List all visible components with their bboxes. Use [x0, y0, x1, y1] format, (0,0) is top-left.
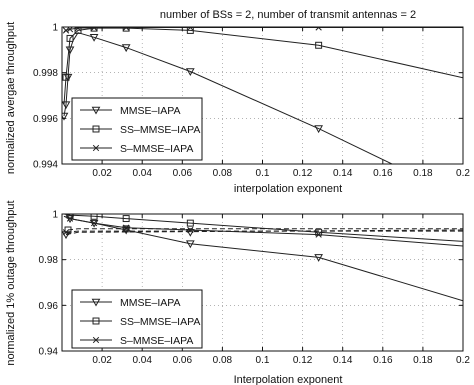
grid-bottom [62, 214, 463, 351]
x-tick-label: 0.06 [173, 355, 193, 366]
y-tick-label: 0.98 [39, 255, 59, 266]
ticks-top: 0.02 0.04 0.06 0.08 0.1 0.12 0.14 0.16 0.18 0.2 0.… [33, 23, 470, 180]
x-tick-label: 0.02 [92, 355, 112, 366]
series-triangle-point [65, 46, 75, 55]
legend-marker-square [92, 125, 100, 133]
series-x-point [62, 27, 70, 34]
series-x-point [123, 224, 130, 231]
y-axis-label-bottom: normalized 1% outage throughput [5, 200, 17, 365]
x-tick-label: 0.12 [293, 168, 313, 179]
series-triangle-point [185, 240, 195, 249]
x-tick-label: 0.1 [256, 168, 270, 179]
y-tick-label: 0.94 [39, 347, 59, 358]
panel-bottom: 0.02 0.04 0.06 0.08 0.1 0.12 0.14 0.16 0.18 0.2 0.… [5, 200, 470, 385]
x-tick-label: 0.02 [92, 168, 112, 179]
legend-marker-triangle [91, 106, 101, 115]
legend-label-triangle: MMSE–IAPA [120, 297, 181, 309]
y-tick-label: 0.96 [39, 301, 59, 312]
series-square-line [63, 27, 463, 105]
series-triangle-point [185, 68, 195, 77]
series-x-point [90, 219, 98, 227]
legend-marker-triangle [91, 298, 101, 307]
series-x-point [315, 231, 322, 238]
x-axis-label-top: interpolation exponent [234, 183, 342, 195]
legend-label-x: S–MMSE–IAPA [120, 143, 193, 155]
legend-marker-square [92, 317, 100, 325]
series-square-point [90, 214, 98, 220]
series-x-point [90, 27, 98, 31]
x-tick-label: 0.2 [456, 168, 470, 179]
series-square-point [315, 41, 323, 49]
series-square-point [122, 27, 130, 32]
series-triangle-point [62, 101, 71, 110]
x-tick-label: 0.16 [373, 168, 393, 179]
series-triangle-point [314, 254, 323, 262]
series-triangle-point [121, 44, 131, 53]
legend-label-square: SS–MMSE–IAPA [120, 316, 200, 328]
series-x-point [74, 27, 82, 32]
series-square-point [62, 73, 70, 81]
x-tick-label: 0.2 [456, 355, 470, 366]
x-tick-label: 0.06 [173, 168, 193, 179]
legend-marker-x [92, 336, 100, 344]
series-triangle-point [89, 33, 99, 42]
series-square-line [63, 214, 463, 242]
series-x-point [187, 226, 194, 234]
y-tick-label: 1 [52, 23, 58, 34]
series-x-point [62, 229, 70, 236]
x-tick-label: 0.12 [293, 355, 313, 366]
legend-label-square: SS–MMSE–IAPA [120, 124, 200, 136]
series-square-point [122, 215, 130, 223]
x-tick-label: 0.08 [213, 355, 233, 366]
grid-top [62, 27, 463, 164]
series-x-point [66, 215, 74, 222]
x-tick-label: 0.16 [373, 355, 393, 366]
x-tick-label: 0.14 [333, 355, 353, 366]
series-triangle-line [63, 32, 394, 164]
series-square-point [66, 34, 74, 42]
chart-title: number of BSs = 2, number of transmit an… [160, 9, 416, 21]
legend-label-x: S–MMSE–IAPA [120, 335, 193, 347]
y-axis-label-top: normalized avergae throughput [5, 22, 17, 174]
legend-top: MMSE–IAPA SS–MMSE–IAPA S–MMSE–IAPA [71, 97, 203, 161]
series-square-point [186, 219, 194, 227]
y-tick-label: 0.994 [33, 160, 58, 171]
x-tick-label: 0.04 [132, 355, 152, 366]
x-tick-label: 0.08 [213, 168, 233, 179]
x-tick-label: 0.14 [333, 168, 353, 179]
legend-marker-x [92, 144, 100, 152]
series-bottom [62, 214, 463, 302]
x-axis-label-bottom: Interpolation exponent [234, 374, 343, 385]
y-tick-label: 0.996 [33, 114, 58, 125]
series-square-point [122, 225, 130, 233]
x-tick-label: 0.18 [413, 168, 433, 179]
panel-top: number of BSs = 2, number of transmit an… [5, 9, 470, 195]
series-x-dashed-line [65, 230, 463, 233]
x-tick-label: 0.04 [132, 168, 152, 179]
legend-label-triangle: MMSE–IAPA [120, 105, 181, 117]
x-tick-label: 0.18 [413, 355, 433, 366]
y-tick-label: 1 [52, 210, 58, 221]
y-tick-label: 0.998 [33, 68, 58, 79]
series-square-point [64, 226, 72, 234]
legend-bottom: MMSE–IAPA SS–MMSE–IAPA S–MMSE–IAPA [71, 289, 203, 349]
series-triangle-point [314, 125, 323, 134]
x-tick-label: 0.1 [256, 355, 270, 366]
